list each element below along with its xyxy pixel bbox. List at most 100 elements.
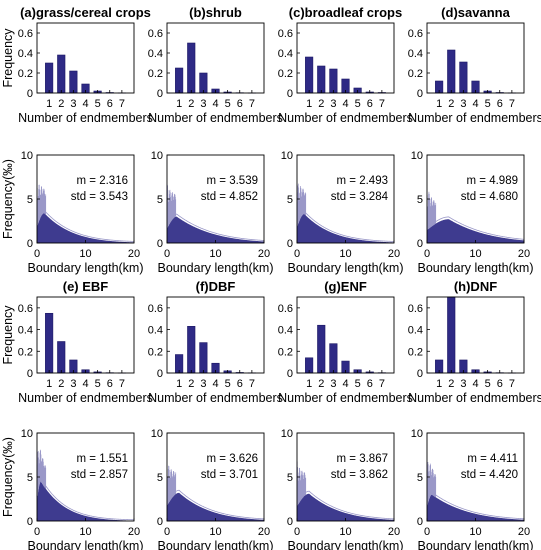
- panel-b-endm: 0 0.2 0.4 0.6 1 2 3 4 5 6 7 (b)shrub Number of endme…: [148, 5, 283, 125]
- x-tick-label: 0: [294, 248, 300, 260]
- panel-d-bound: 0 5 10 0 10 20 m = 4.989 std = 4.680 Boundary le…: [411, 150, 534, 275]
- bar-2: [317, 65, 326, 94]
- x-tick-label: 1: [176, 378, 182, 390]
- x-tick-label: 6: [237, 378, 243, 390]
- x-tick-label: 10: [469, 526, 481, 538]
- y-tick-label: 10: [411, 150, 423, 162]
- x-tick-label: 10: [339, 526, 351, 538]
- x-tick-label: 5: [95, 98, 101, 110]
- x-tick-label: 20: [388, 526, 400, 538]
- y-tick-label: 0.6: [408, 303, 423, 315]
- bar-2: [317, 324, 326, 374]
- std-annotation: std = 4.852: [201, 191, 258, 203]
- y-tick-label: 10: [281, 150, 293, 162]
- x-tick-label: 3: [460, 378, 466, 390]
- std-annotation: std = 4.420: [461, 469, 518, 481]
- x-tick-label: 1: [46, 378, 52, 390]
- y-tick-label: 0.4: [148, 325, 163, 337]
- x-tick-label: 5: [355, 378, 361, 390]
- y-tick-label: 0: [287, 88, 293, 100]
- y-tick-label: 10: [151, 150, 163, 162]
- y-tick-label: 5: [27, 194, 33, 206]
- y-tick-label: 0: [157, 88, 163, 100]
- axes-box: [426, 432, 525, 522]
- x-tick-label: 1: [46, 98, 52, 110]
- x-tick-label: 20: [128, 248, 140, 260]
- panel-title: (f)DBF: [196, 279, 236, 294]
- x-axis-label: Boundary length(km): [287, 539, 403, 550]
- density-envelope: [426, 491, 525, 520]
- x-tick-label: 2: [318, 98, 324, 110]
- x-tick-label: 7: [509, 98, 515, 110]
- y-tick-label: 0.6: [148, 303, 163, 315]
- panel-a-bound: 0 5 10 0 10 20 m = 2.316 std = 3.543 Boundary le…: [1, 150, 144, 275]
- y-tick-label: 0.4: [278, 325, 293, 337]
- x-axis-label: Boundary length(km): [417, 261, 533, 275]
- x-tick-label: 3: [200, 378, 206, 390]
- bar-2: [447, 49, 456, 94]
- x-tick-label: 3: [460, 98, 466, 110]
- y-tick-label: 0.2: [18, 346, 33, 358]
- x-axis-label: Boundary length(km): [27, 539, 143, 550]
- mean-annotation: m = 3.539: [207, 175, 258, 187]
- y-tick-label: 0: [287, 238, 293, 250]
- bar-1: [175, 67, 184, 94]
- std-annotation: std = 3.543: [71, 191, 128, 203]
- x-tick-label: 3: [330, 98, 336, 110]
- y-tick-label: 0.2: [408, 346, 423, 358]
- bar-3: [329, 68, 338, 94]
- y-tick-label: 0.4: [278, 48, 293, 60]
- x-axis-label: Number of endmembers: [148, 111, 283, 125]
- x-tick-label: 3: [70, 378, 76, 390]
- panel-title: (e) EBF: [63, 279, 109, 294]
- y-tick-label: 10: [21, 428, 33, 440]
- y-tick-label: 0.6: [278, 28, 293, 40]
- x-tick-label: 10: [79, 248, 91, 260]
- x-axis-label: Boundary length(km): [157, 539, 273, 550]
- y-tick-label: 10: [411, 428, 423, 440]
- y-tick-label: 0: [287, 368, 293, 380]
- y-tick-label: 0.6: [408, 28, 423, 40]
- y-tick-label: 0: [417, 88, 423, 100]
- bar-3: [69, 70, 78, 94]
- density-envelope: [426, 216, 525, 240]
- y-tick-label: 0: [157, 516, 163, 528]
- axes-box: [426, 154, 525, 244]
- y-tick-label: 0.6: [18, 303, 33, 315]
- x-tick-label: 2: [188, 378, 194, 390]
- density-envelope: [36, 209, 135, 242]
- density-area: [427, 219, 524, 243]
- y-tick-label: 0.6: [18, 28, 33, 40]
- mean-annotation: m = 4.989: [467, 175, 518, 187]
- y-axis-label: Frequency: [1, 28, 15, 88]
- x-tick-label: 4: [82, 98, 88, 110]
- panel-c-endm: 0 0.2 0.4 0.6 1 2 3 4 5 6 7 (c)broadleaf crops Numbe…: [278, 5, 413, 125]
- x-axis-label: Boundary length(km): [157, 261, 273, 275]
- x-tick-label: 20: [388, 248, 400, 260]
- density-area: [297, 493, 394, 521]
- x-tick-label: 20: [128, 526, 140, 538]
- x-tick-label: 4: [342, 98, 348, 110]
- density-envelope: [296, 210, 395, 242]
- y-tick-label: 0.6: [278, 303, 293, 315]
- x-tick-label: 1: [436, 378, 442, 390]
- panel-e-endm: 0 0.2 0.4 0.6 1 2 3 4 5 6 7 (e) EBF Number of endmem…: [1, 279, 153, 405]
- y-tick-label: 0: [27, 516, 33, 528]
- y-axis-label: Frequency(‰): [1, 437, 15, 517]
- y-tick-label: 0.4: [408, 48, 423, 60]
- y-tick-label: 0: [27, 368, 33, 380]
- mean-annotation: m = 2.493: [337, 175, 388, 187]
- x-tick-label: 5: [485, 98, 491, 110]
- x-tick-label: 3: [330, 378, 336, 390]
- x-tick-label: 20: [258, 526, 270, 538]
- bar-2: [187, 42, 196, 94]
- x-tick-label: 3: [200, 98, 206, 110]
- x-axis-label: Number of endmembers: [278, 391, 413, 405]
- x-tick-label: 0: [424, 248, 430, 260]
- y-tick-label: 0: [417, 238, 423, 250]
- x-axis-label: Number of endmembers: [408, 111, 541, 125]
- panel-h-endm: 0 0.2 0.4 0.6 1 2 3 4 5 6 7 (h)DNF Number of endmemb…: [408, 279, 541, 405]
- x-tick-label: 1: [306, 378, 312, 390]
- y-tick-label: 10: [21, 150, 33, 162]
- x-tick-label: 2: [58, 378, 64, 390]
